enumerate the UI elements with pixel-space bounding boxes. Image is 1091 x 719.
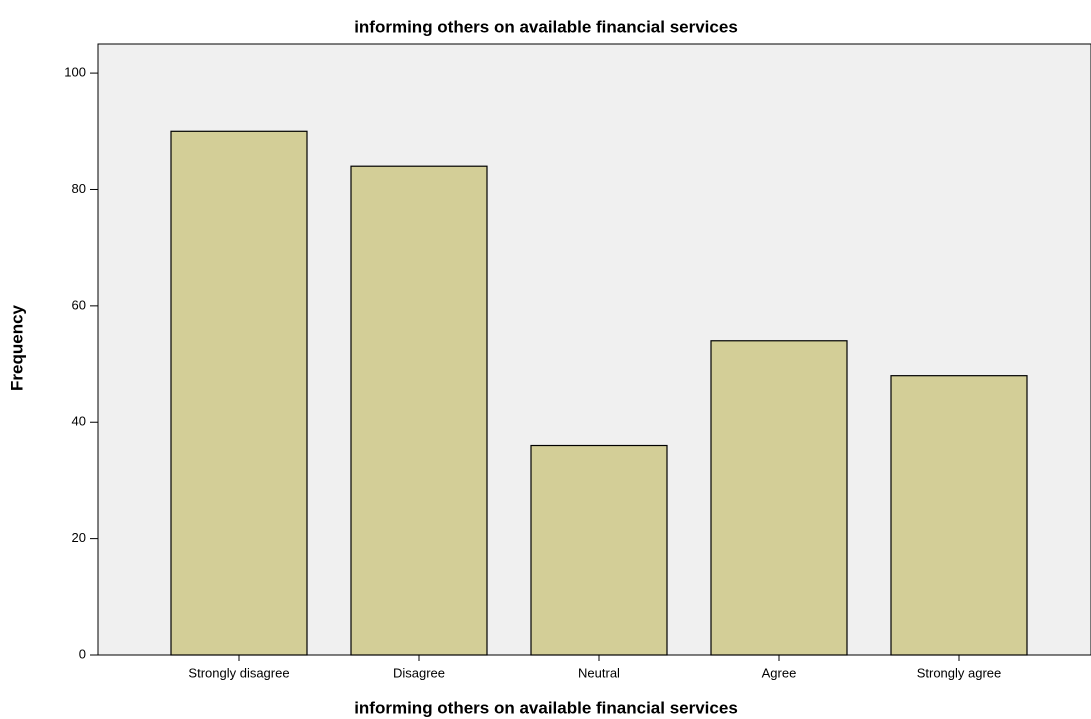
y-tick-label: 80 bbox=[72, 181, 86, 196]
chart-title: informing others on available financial … bbox=[354, 17, 738, 36]
bar bbox=[890, 375, 1028, 656]
y-tick-label: 0 bbox=[79, 646, 86, 661]
x-tick-label: Strongly disagree bbox=[188, 665, 289, 680]
x-tick-label: Neutral bbox=[578, 665, 620, 680]
bar bbox=[530, 444, 668, 656]
bar bbox=[350, 165, 488, 656]
y-tick-label: 100 bbox=[64, 65, 86, 80]
x-tick-label: Disagree bbox=[393, 665, 445, 680]
x-tick-label: Strongly agree bbox=[917, 665, 1002, 680]
y-tick-label: 20 bbox=[72, 530, 86, 545]
bar bbox=[170, 130, 308, 656]
y-tick-label: 40 bbox=[72, 414, 86, 429]
x-axis-label: informing others on available financial … bbox=[354, 698, 738, 717]
y-tick-label: 60 bbox=[72, 297, 86, 312]
y-axis-label: Frequency bbox=[7, 304, 26, 391]
x-tick-label: Agree bbox=[762, 665, 797, 680]
bar bbox=[710, 340, 848, 656]
